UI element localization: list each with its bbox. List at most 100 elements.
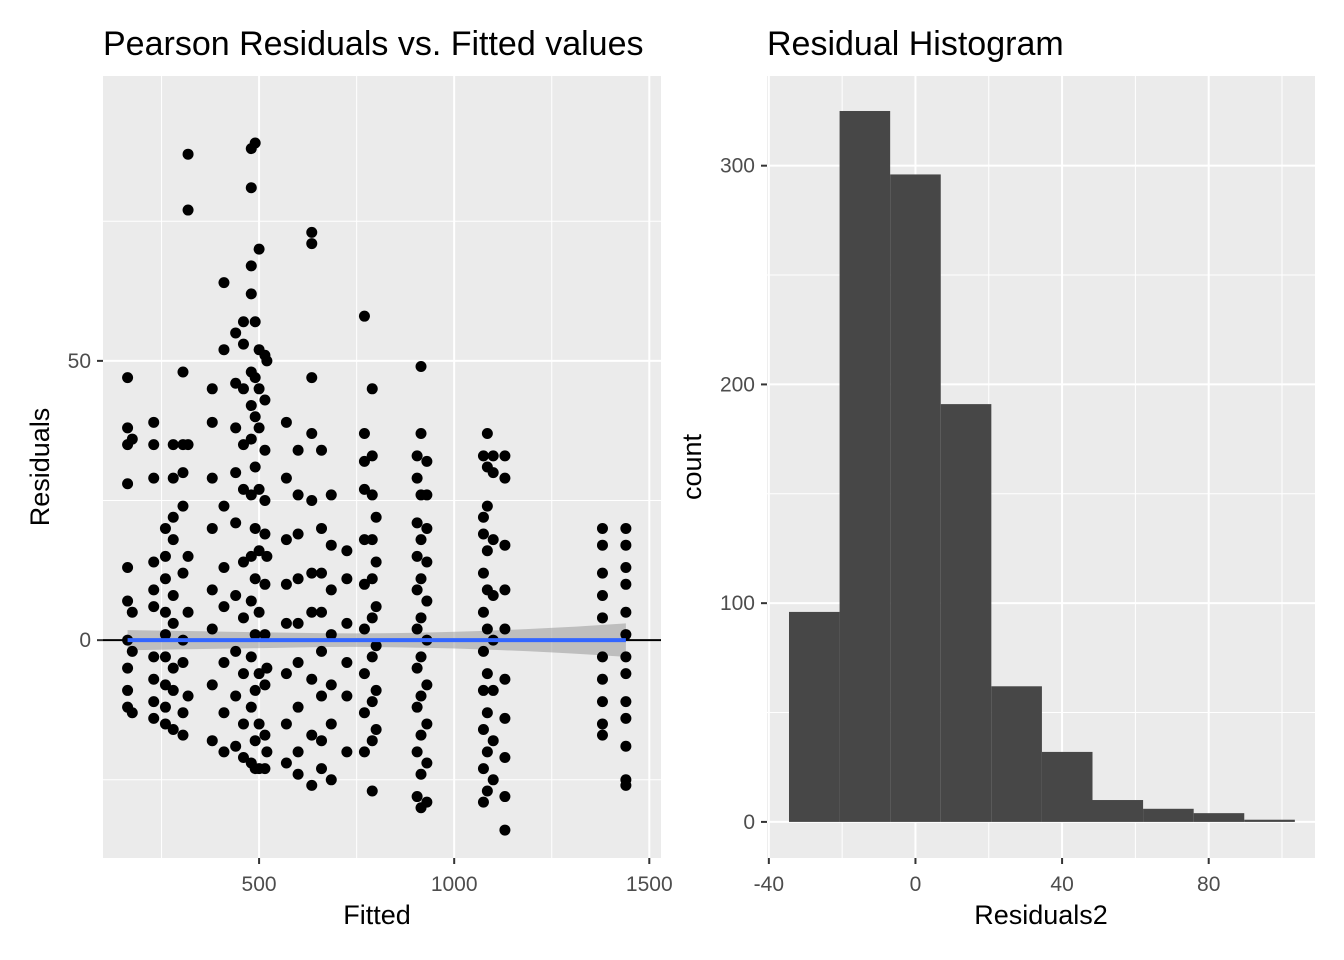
scatter-point: [325, 584, 337, 596]
x-tick-label: -40: [754, 873, 784, 896]
scatter-point: [596, 729, 608, 741]
scatter-point: [596, 696, 608, 708]
scatter-point: [245, 595, 257, 607]
scatter-point: [481, 746, 493, 758]
scatter-point: [237, 439, 249, 451]
scatter-point: [411, 662, 423, 674]
histogram-bar: [890, 174, 941, 822]
scatter-point: [415, 534, 427, 546]
scatter-point: [306, 495, 318, 507]
scatter-point: [411, 550, 423, 562]
scatter-point: [596, 522, 608, 534]
scatter-point: [620, 606, 632, 618]
scatter-point: [237, 483, 249, 495]
histogram-bar: [991, 686, 1042, 822]
scatter-title: Pearson Residuals vs. Fitted values: [103, 25, 643, 63]
scatter-point: [237, 556, 249, 568]
histogram-bar: [1092, 800, 1144, 822]
scatter-point: [499, 824, 511, 836]
scatter-point: [366, 383, 378, 395]
scatter-point: [249, 573, 261, 585]
scatter-point: [477, 606, 489, 618]
scatter-point: [259, 444, 271, 456]
scatter-point: [596, 651, 608, 663]
scatter-plot-area: [103, 76, 661, 858]
scatter-point: [237, 668, 249, 680]
scatter-point: [358, 455, 370, 467]
scatter-point: [620, 668, 632, 680]
scatter-point: [596, 589, 608, 601]
scatter-point: [167, 724, 179, 736]
scatter-point: [249, 629, 261, 641]
scatter-point: [177, 366, 189, 378]
scatter-point: [370, 684, 382, 696]
scatter-point: [477, 528, 489, 540]
scatter-point: [292, 528, 304, 540]
residuals-scatter-panel: Pearson Residuals vs. Fitted values 500 1…: [25, 25, 673, 930]
scatter-point: [206, 679, 218, 691]
scatter-point: [122, 422, 134, 434]
scatter-point: [325, 718, 337, 730]
scatter-point: [253, 243, 265, 255]
scatter-point: [499, 584, 511, 596]
histogram-bars: [788, 110, 1295, 822]
scatter-point: [596, 612, 608, 624]
scatter-point: [218, 746, 230, 758]
scatter-point: [259, 394, 271, 406]
scatter-y-axis-title: Residuals: [25, 408, 55, 527]
scatter-point: [370, 556, 382, 568]
scatter-point: [411, 623, 423, 635]
scatter-point: [499, 472, 511, 484]
scatter-point: [499, 673, 511, 685]
scatter-point: [316, 522, 328, 534]
scatter-point: [487, 467, 499, 479]
scatter-point: [148, 696, 160, 708]
scatter-point: [421, 796, 433, 808]
scatter-point: [596, 673, 608, 685]
y-tick-label: 50: [68, 350, 91, 373]
scatter-point: [421, 757, 433, 769]
scatter-point: [148, 584, 160, 596]
scatter-point: [481, 785, 493, 797]
scatter-point: [292, 746, 304, 758]
scatter-point: [366, 735, 378, 747]
scatter-point: [148, 439, 160, 451]
scatter-point: [126, 433, 138, 445]
scatter-point: [177, 657, 189, 668]
scatter-point: [280, 416, 292, 428]
scatter-point: [366, 696, 378, 708]
scatter-point: [148, 712, 160, 724]
scatter-point: [481, 668, 493, 680]
scatter-point: [358, 427, 370, 439]
scatter-point: [366, 612, 378, 624]
scatter-point: [477, 450, 489, 462]
scatter-point: [237, 718, 249, 730]
scatter-point: [177, 567, 189, 579]
scatter-point: [159, 718, 171, 730]
scatter-point: [245, 260, 257, 272]
scatter-point: [306, 372, 318, 384]
scatter-point: [316, 606, 328, 618]
histogram-title: Residual Histogram: [767, 25, 1064, 63]
scatter-point: [620, 629, 632, 641]
scatter-point: [366, 450, 378, 462]
scatter-point: [358, 534, 370, 546]
scatter-point: [316, 567, 328, 579]
scatter-point: [421, 595, 433, 607]
scatter-point: [253, 668, 265, 680]
scatter-point: [167, 472, 179, 484]
scatter-point: [230, 422, 242, 434]
scatter-point: [415, 573, 427, 585]
scatter-point: [122, 372, 134, 384]
scatter-point: [126, 645, 138, 657]
scatter-point: [230, 589, 242, 601]
scatter-point: [159, 550, 171, 562]
scatter-point: [259, 729, 271, 741]
histogram-axes: -40 0 40 80 0 100 200 300: [720, 155, 1220, 896]
scatter-point: [421, 522, 433, 534]
scatter-point: [358, 707, 370, 719]
scatter-point: [126, 707, 138, 719]
scatter-point: [487, 774, 499, 786]
scatter-point: [230, 327, 242, 339]
scatter-point: [167, 684, 179, 696]
